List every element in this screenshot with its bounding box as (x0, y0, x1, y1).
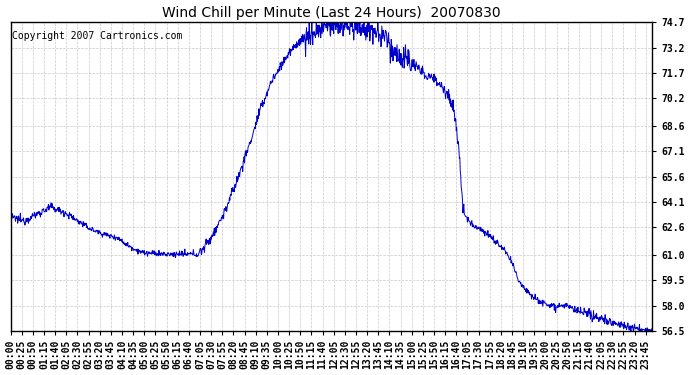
Text: Copyright 2007 Cartronics.com: Copyright 2007 Cartronics.com (12, 32, 182, 41)
Title: Wind Chill per Minute (Last 24 Hours)  20070830: Wind Chill per Minute (Last 24 Hours) 20… (162, 6, 500, 20)
